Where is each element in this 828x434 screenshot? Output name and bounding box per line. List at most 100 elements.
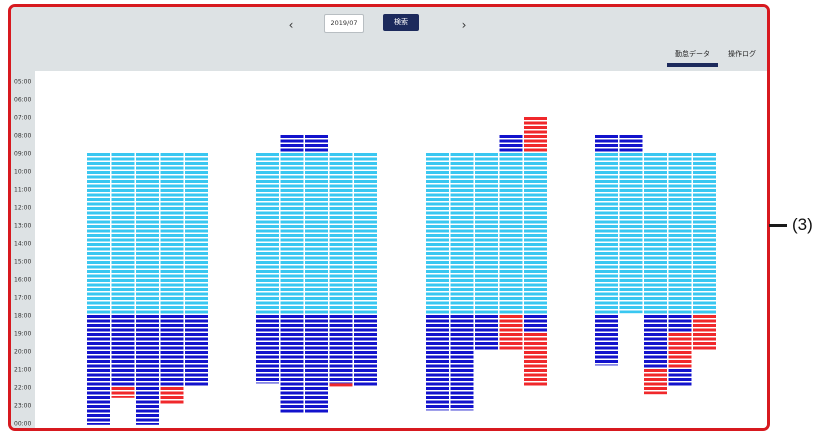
tab-operation-log[interactable]: 操作ログ	[728, 50, 756, 58]
time-slot	[256, 337, 279, 341]
time-slot	[329, 166, 353, 170]
time-slot	[475, 193, 498, 197]
time-slot	[111, 180, 135, 183]
time-slot	[280, 157, 304, 161]
time-slot	[475, 319, 498, 323]
time-slot	[644, 216, 667, 219]
time-slot	[136, 279, 159, 282]
time-slot	[185, 256, 208, 260]
time-slot	[499, 315, 523, 318]
time-segment-dark	[136, 315, 159, 425]
time-slot	[280, 378, 304, 381]
time-slot	[305, 301, 328, 305]
time-slot	[329, 274, 353, 278]
time-slot	[693, 216, 716, 219]
time-slot	[499, 292, 523, 296]
time-slot	[668, 283, 692, 287]
time-slot	[185, 234, 208, 237]
time-slot	[524, 162, 547, 165]
time-slot	[644, 288, 667, 291]
time-slot	[644, 252, 667, 255]
time-slot	[280, 283, 304, 287]
time-segment-dark	[475, 315, 498, 350]
tab-attendance-data[interactable]: 勤怠データ	[675, 50, 710, 58]
time-slot	[305, 360, 328, 363]
search-button[interactable]: 検索	[383, 14, 419, 31]
time-slot	[160, 189, 184, 192]
time-segment-red	[668, 333, 692, 368]
time-slot	[111, 238, 135, 242]
time-slot	[668, 310, 692, 314]
time-segment-light	[111, 153, 135, 314]
time-slot	[329, 279, 353, 282]
time-slot	[305, 144, 328, 147]
time-segment-dark	[280, 135, 304, 152]
time-slot	[256, 319, 279, 323]
time-slot	[111, 364, 135, 368]
time-slot	[524, 346, 547, 350]
time-slot	[280, 405, 304, 408]
time-slot	[595, 207, 618, 210]
time-slot	[87, 202, 110, 206]
time-slot	[595, 243, 618, 246]
time-slot	[354, 243, 377, 246]
time-slot	[160, 279, 184, 282]
time-slot	[280, 234, 304, 237]
time-segment-red	[524, 117, 547, 152]
time-slot	[87, 342, 110, 345]
time-slot	[160, 333, 184, 336]
time-slot	[668, 256, 692, 260]
time-slot	[329, 333, 353, 336]
time-segment-light	[693, 153, 716, 314]
time-slot	[160, 351, 184, 354]
month-input[interactable]	[324, 14, 364, 33]
time-slot	[426, 265, 449, 269]
time-segment-light	[595, 153, 618, 314]
time-slot	[450, 211, 474, 215]
time-slot	[619, 193, 643, 197]
time-slot	[256, 153, 279, 156]
time-slot	[305, 180, 328, 183]
time-slot	[619, 166, 643, 170]
time-slot	[426, 243, 449, 246]
time-slot	[524, 117, 547, 120]
time-slot	[160, 162, 184, 165]
time-slot	[256, 342, 279, 345]
time-slot	[595, 288, 618, 291]
time-slot	[160, 225, 184, 228]
time-slot	[185, 333, 208, 336]
time-slot	[693, 342, 716, 345]
time-slot	[329, 324, 353, 327]
time-slot	[524, 139, 547, 143]
time-slot	[160, 216, 184, 219]
time-slot	[305, 211, 328, 215]
time-slot	[185, 153, 208, 156]
time-slot	[160, 207, 184, 210]
time-slot	[136, 391, 159, 395]
time-slot	[450, 202, 474, 206]
prev-month-button[interactable]: ‹	[288, 18, 294, 32]
time-slot	[595, 148, 618, 152]
time-slot	[475, 346, 498, 350]
next-month-button[interactable]: ›	[461, 18, 467, 32]
time-slot	[87, 180, 110, 183]
time-slot	[693, 310, 716, 314]
time-slot	[256, 211, 279, 215]
time-slot	[111, 324, 135, 327]
time-slot	[280, 153, 304, 156]
time-slot	[499, 184, 523, 188]
time-slot	[160, 387, 184, 390]
time-slot	[499, 139, 523, 143]
time-slot	[87, 324, 110, 327]
time-slot	[160, 310, 184, 314]
time-slot	[256, 198, 279, 201]
time-slot	[524, 180, 547, 183]
time-slot	[136, 360, 159, 363]
time-slot	[693, 252, 716, 255]
time-slot	[280, 409, 304, 413]
time-slot	[595, 337, 618, 341]
time-slot	[354, 306, 377, 309]
time-slot	[524, 202, 547, 206]
time-slot	[426, 247, 449, 251]
time-slot	[280, 391, 304, 395]
